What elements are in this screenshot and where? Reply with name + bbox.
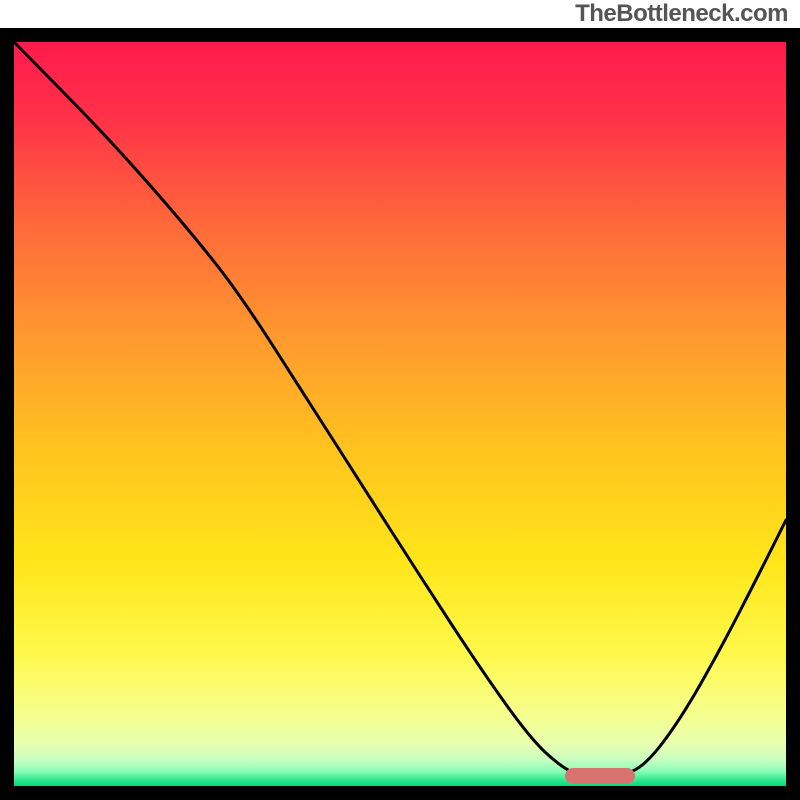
optimal-range-marker bbox=[565, 768, 635, 784]
chart-container: TheBottleneck.com bbox=[0, 0, 800, 800]
bottleneck-curve bbox=[0, 0, 800, 800]
